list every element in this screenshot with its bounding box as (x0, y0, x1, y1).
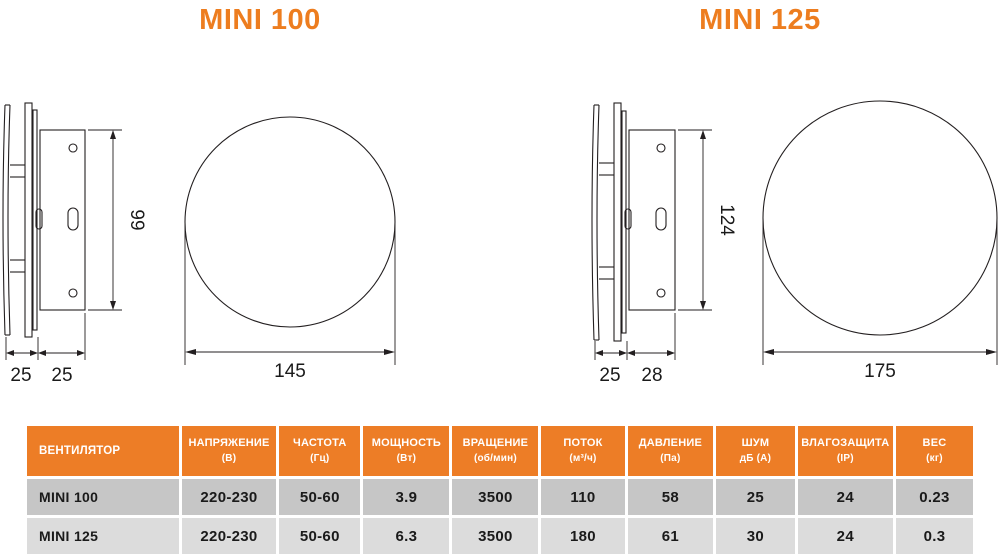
column-header-voltage-label: НАПРЯЖЕНИЕ (188, 436, 270, 449)
cell-power: 6.3 (363, 518, 450, 554)
front-view-circle-mini100 (184, 116, 396, 328)
dimension-width-label-mini125: 175 (864, 361, 896, 382)
column-header-pressure-label: ДАВЛЕНИЕ (638, 436, 703, 449)
front-view-circle-mini125 (762, 100, 998, 336)
column-header-rotation: ВРАЩЕНИЕ (об/мин) (452, 426, 539, 476)
cell-fan-name: MINI 125 (27, 518, 179, 554)
cell-ip: 24 (797, 479, 893, 515)
table-row: MINI 125 220-230 50-60 6.3 3500 180 61 3… (27, 518, 973, 554)
dimension-depth-mini100 (5, 313, 86, 360)
cell-noise: 30 (716, 518, 795, 554)
dimension-height-label-mini125: 124 (716, 204, 737, 236)
column-header-rotation-label: ВРАЩЕНИЕ (462, 436, 529, 449)
column-header-pressure: ДАВЛЕНИЕ (Па) (627, 426, 714, 476)
cell-noise: 25 (716, 479, 795, 515)
cell-rotation: 3500 (452, 479, 539, 515)
cell-weight: 0.23 (895, 479, 973, 515)
column-header-fan-label: ВЕНТИЛЯТОР (39, 444, 121, 457)
column-header-flow-label: ПОТОК (563, 436, 603, 449)
column-header-power: МОЩНОСТЬ (Вт) (363, 426, 450, 476)
dimension-depth1-label-mini125: 25 (599, 365, 620, 386)
dimension-height-mini100 (88, 129, 122, 311)
cell-flow: 180 (541, 518, 625, 554)
column-header-noise-unit: дБ (А) (739, 452, 772, 464)
cell-frequency: 50-60 (279, 518, 361, 554)
column-header-ip: ВЛАГОЗАЩИТА (IP) (797, 426, 893, 476)
column-header-weight: ВЕС (кг) (895, 426, 973, 476)
specifications-table: ВЕНТИЛЯТОР НАПРЯЖЕНИЕ (В) ЧАСТОТА (Гц) М… (24, 423, 976, 557)
dimension-width-mini125 (762, 218, 998, 365)
technical-drawing-mini100: 99 25 25 145 (0, 85, 500, 395)
column-header-weight-label: ВЕС (922, 436, 947, 449)
table-body: MINI 100 220-230 50-60 3.9 3500 110 58 2… (27, 479, 973, 554)
column-header-noise: ШУМ дБ (А) (716, 426, 795, 476)
cell-weight: 0.3 (895, 518, 973, 554)
side-view-mini100 (2, 102, 86, 338)
column-header-frequency-label: ЧАСТОТА (293, 436, 347, 449)
column-header-frequency-unit: (Гц) (310, 452, 330, 464)
product-title-mini100: MINI 100 (199, 4, 321, 36)
dimension-height-label-mini100: 99 (126, 209, 147, 230)
cell-voltage: 220-230 (181, 479, 277, 515)
column-header-voltage: НАПРЯЖЕНИЕ (В) (181, 426, 277, 476)
column-header-ip-label: ВЛАГОЗАЩИТА (801, 436, 890, 449)
side-view-mini125 (591, 102, 676, 342)
column-header-power-unit: (Вт) (396, 452, 417, 464)
cell-power: 3.9 (363, 479, 450, 515)
technical-drawing-mini125: 124 25 28 175 (580, 85, 1000, 395)
dimension-width-mini100 (184, 222, 396, 365)
product-title-mini125: MINI 125 (699, 4, 821, 36)
cell-pressure: 58 (627, 479, 714, 515)
column-header-flow-unit: (м³/ч) (569, 452, 597, 464)
drawing-svg-mini125: 124 25 28 175 (591, 100, 998, 386)
cell-pressure: 61 (627, 518, 714, 554)
cell-rotation: 3500 (452, 518, 539, 554)
column-header-rotation-unit: (об/мин) (473, 452, 517, 464)
column-header-power-label: МОЩНОСТЬ (371, 436, 442, 449)
cell-flow: 110 (541, 479, 625, 515)
column-header-ip-unit: (IP) (836, 452, 854, 464)
cell-voltage: 220-230 (181, 518, 277, 554)
cell-frequency: 50-60 (279, 479, 361, 515)
dimension-depth2-label-mini125: 28 (641, 365, 662, 386)
cell-ip: 24 (797, 518, 893, 554)
dimension-height-mini125 (678, 129, 712, 311)
column-header-fan: ВЕНТИЛЯТОР (27, 426, 179, 476)
column-header-weight-unit: (кг) (926, 452, 943, 464)
dimension-depth2-label-mini100: 25 (51, 365, 72, 386)
dimension-depth1-label-mini100: 25 (10, 365, 31, 386)
column-header-voltage-unit: (В) (221, 452, 237, 464)
column-header-frequency: ЧАСТОТА (Гц) (279, 426, 361, 476)
column-header-noise-label: ШУМ (741, 436, 770, 449)
column-header-flow: ПОТОК (м³/ч) (541, 426, 625, 476)
table-row: MINI 100 220-230 50-60 3.9 3500 110 58 2… (27, 479, 973, 515)
drawing-svg-mini100: 99 25 25 145 (2, 102, 396, 386)
dimension-depth-mini125 (594, 313, 676, 360)
table-header-row: ВЕНТИЛЯТОР НАПРЯЖЕНИЕ (В) ЧАСТОТА (Гц) М… (27, 426, 973, 476)
dimension-width-label-mini100: 145 (274, 361, 306, 382)
column-header-pressure-unit: (Па) (660, 452, 681, 464)
cell-fan-name: MINI 100 (27, 479, 179, 515)
table-header: ВЕНТИЛЯТОР НАПРЯЖЕНИЕ (В) ЧАСТОТА (Гц) М… (27, 426, 973, 476)
